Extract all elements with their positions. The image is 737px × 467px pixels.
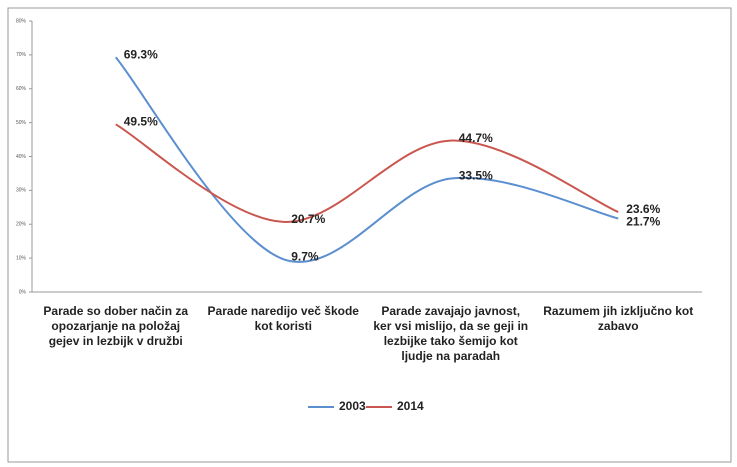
data-label: 33.5%	[459, 169, 493, 183]
y-tick-label: 40%	[16, 154, 27, 160]
chart-border	[7, 7, 732, 463]
data-label: 20.7%	[291, 212, 325, 226]
data-label: 23.6%	[626, 202, 660, 216]
y-tick-label: 70%	[16, 52, 27, 58]
x-tick-label: Parade so dober način za opozarjanje na …	[43, 304, 189, 348]
data-label: 44.7%	[459, 131, 493, 145]
y-tick-label: 80%	[16, 18, 27, 24]
y-tick-label: 60%	[16, 86, 27, 92]
y-tick-label: 30%	[16, 188, 27, 194]
line	[114, 56, 619, 263]
x-tick-label: Razumem jih izključno kot zabavo	[543, 304, 694, 333]
x-tick-label: Parade naredijo več škode kot koristi	[207, 304, 359, 333]
data-label: 9.7%	[291, 249, 319, 263]
data-label: 49.5%	[124, 114, 158, 128]
y-tick-label: 10%	[16, 255, 27, 261]
x-tick-label: Parade zavajajo javnost, ker vsi mislijo…	[373, 304, 529, 363]
y-tick-label: 0%	[19, 289, 27, 295]
legend-label: 2014	[397, 399, 424, 413]
legend-label: 2003	[339, 399, 366, 413]
y-tick-label: 50%	[16, 120, 27, 126]
y-tick-label: 20%	[16, 222, 27, 228]
data-label: 69.3%	[124, 47, 158, 61]
line	[115, 123, 619, 223]
data-label: 21.7%	[626, 215, 660, 229]
